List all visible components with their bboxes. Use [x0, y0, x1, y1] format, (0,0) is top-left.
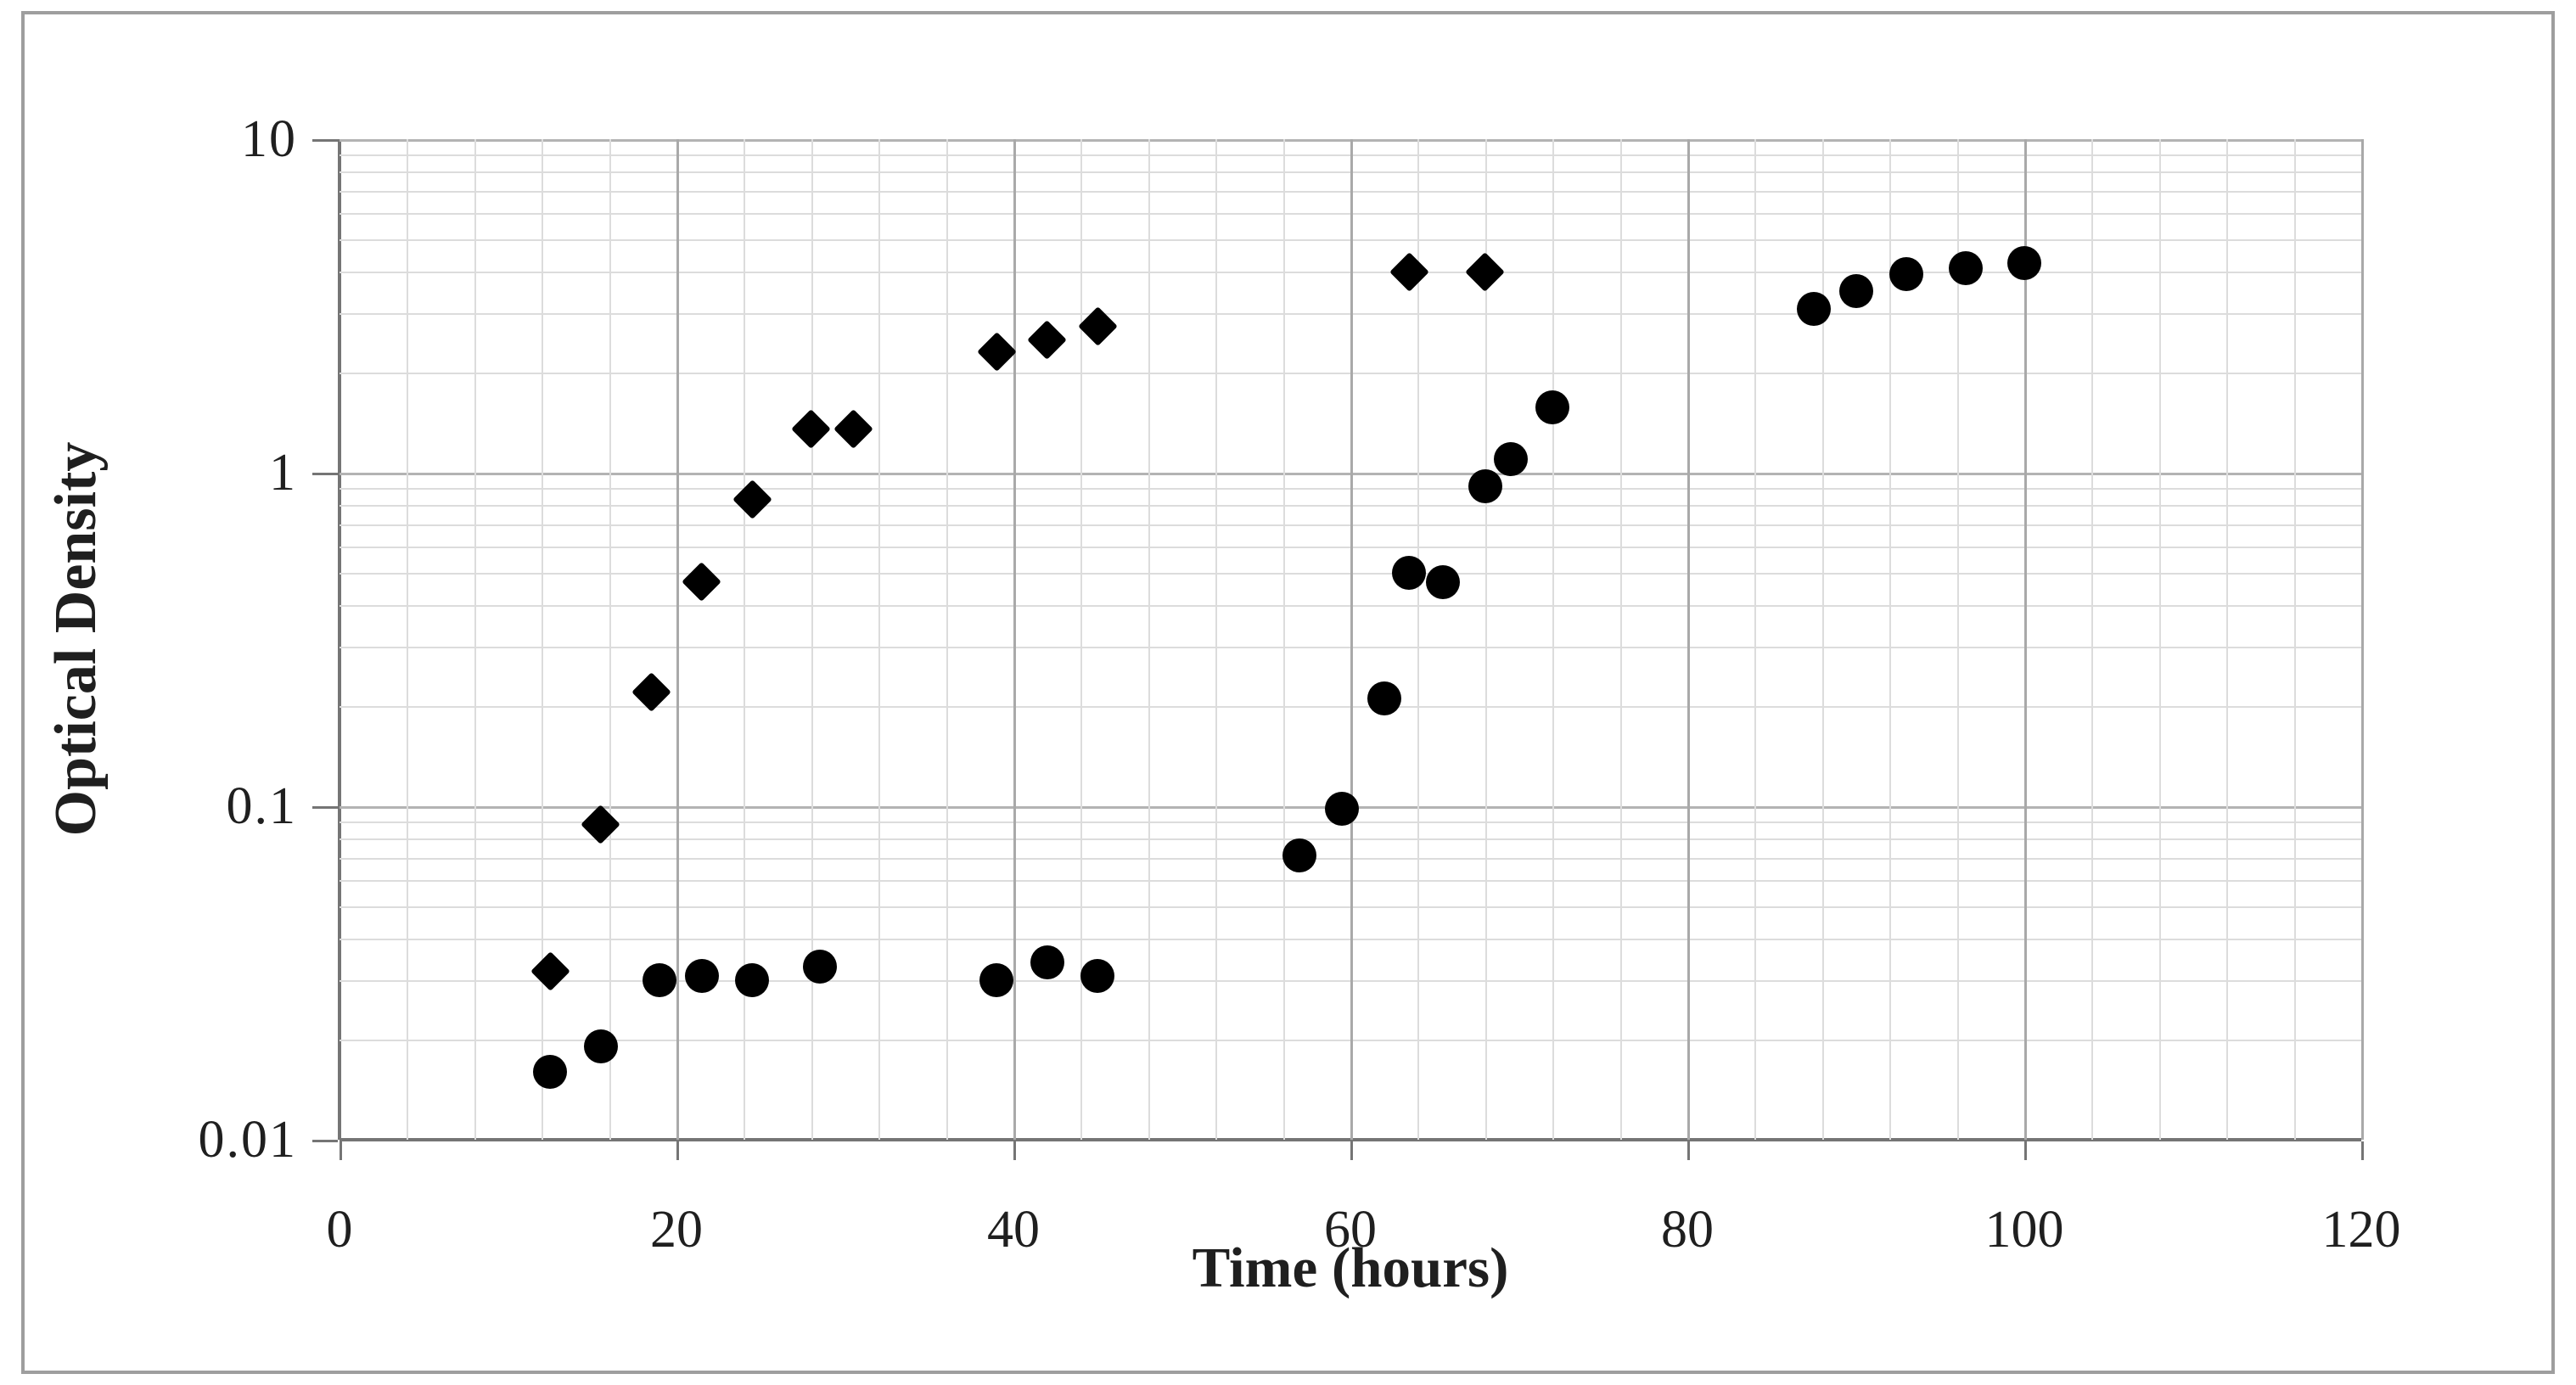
gridline-vertical-major [1687, 139, 1690, 1140]
x-tick-label: 60 [1324, 1201, 1377, 1259]
data-point-circle [583, 1029, 618, 1064]
gridline-vertical-minor [811, 139, 813, 1140]
data-point-circle [684, 958, 719, 993]
gridline-vertical-minor [1889, 139, 1892, 1140]
x-axis-tick-mark [2361, 1141, 2364, 1160]
gridline-vertical-major [2361, 139, 2364, 1140]
data-point-circle [643, 963, 677, 998]
data-point-circle [1468, 469, 1502, 504]
x-axis-tick-mark [1013, 1141, 1016, 1160]
x-tick-label: 0 [326, 1201, 353, 1259]
data-point-circle [1392, 556, 1427, 591]
data-point-circle [1838, 274, 1873, 309]
x-axis-tick-mark [1687, 1141, 1690, 1160]
data-point-circle [1426, 564, 1461, 599]
gridline-vertical-minor [1821, 139, 1824, 1140]
data-point-diamond [1389, 252, 1429, 292]
data-point-circle [1282, 838, 1317, 873]
data-point-circle [1889, 256, 1924, 291]
y-axis-spine [338, 139, 341, 1140]
gridline-vertical-minor [2293, 139, 2296, 1140]
x-tick-label: 100 [1984, 1201, 2064, 1259]
data-point-circle [1796, 291, 1831, 326]
x-tick-label: 120 [2321, 1201, 2401, 1259]
y-axis-title: Optical Density [43, 441, 109, 837]
y-tick-label: 10 [241, 110, 297, 168]
x-tick-label: 40 [987, 1201, 1040, 1259]
y-axis-tick-mark [312, 473, 338, 475]
x-axis-spine [340, 1138, 2361, 1141]
data-point-circle [1325, 792, 1360, 827]
data-point-diamond [1465, 252, 1506, 292]
gridline-vertical-minor [1552, 139, 1555, 1140]
data-point-circle [1080, 958, 1115, 993]
data-point-diamond [1077, 306, 1118, 346]
gridline-vertical-minor [1417, 139, 1420, 1140]
gridline-vertical-minor [1282, 139, 1285, 1140]
gridline-vertical-minor [542, 139, 544, 1140]
gridline-vertical-minor [2091, 139, 2094, 1140]
gridline-vertical-minor [2158, 139, 2161, 1140]
data-point-diamond [1027, 320, 1068, 360]
gridline-vertical-minor [1080, 139, 1083, 1140]
data-point-diamond [530, 951, 570, 991]
x-axis-tick-mark [1350, 1141, 1353, 1160]
x-tick-label: 20 [650, 1201, 703, 1259]
data-point-circle [1948, 251, 1983, 286]
gridline-vertical-major [2024, 139, 2027, 1140]
y-tick-label: 1 [269, 444, 297, 502]
gridline-vertical-major [1013, 139, 1016, 1140]
data-point-circle [1367, 681, 1401, 716]
gridline-vertical-minor [474, 139, 476, 1140]
data-point-circle [979, 963, 1014, 998]
x-axis-tick-mark [676, 1141, 679, 1160]
gridline-vertical-minor [2226, 139, 2229, 1140]
gridline-vertical-minor [1148, 139, 1150, 1140]
data-point-circle [802, 950, 837, 984]
data-point-diamond [682, 562, 722, 603]
data-point-diamond [976, 332, 1017, 373]
gridline-vertical-minor [1956, 139, 1959, 1140]
x-axis-tick-mark [340, 1141, 342, 1160]
gridline-vertical-minor [609, 139, 611, 1140]
y-axis-tick-mark [312, 806, 338, 809]
gridline-vertical-minor [1484, 139, 1487, 1140]
y-axis-tick-mark [312, 139, 338, 142]
y-tick-label: 0.1 [226, 777, 297, 835]
data-point-diamond [791, 409, 832, 450]
gridline-vertical-minor [407, 139, 409, 1140]
data-point-circle [735, 963, 770, 998]
gridline-vertical-major [676, 139, 679, 1140]
data-point-circle [1030, 945, 1064, 980]
gridline-vertical-minor [1619, 139, 1622, 1140]
gridline-vertical-minor [946, 139, 948, 1140]
data-point-diamond [833, 409, 873, 450]
y-tick-label: 0.01 [198, 1111, 297, 1169]
y-axis-tick-mark [312, 1140, 338, 1142]
data-point-circle [1493, 441, 1528, 476]
gridline-vertical-major [1350, 139, 1353, 1140]
gridline-vertical-minor [1754, 139, 1757, 1140]
plot-area [338, 139, 2364, 1141]
gridline-vertical-minor [1215, 139, 1218, 1140]
data-point-diamond [732, 479, 772, 520]
data-point-circle [533, 1054, 568, 1089]
gridline-vertical-minor [878, 139, 881, 1140]
data-point-circle [2007, 246, 2041, 281]
gridline-vertical-minor [744, 139, 746, 1140]
x-tick-label: 80 [1661, 1201, 1714, 1259]
x-axis-tick-mark [2024, 1141, 2027, 1160]
data-point-circle [1535, 390, 1570, 424]
figure-frame [21, 11, 2555, 1374]
x-axis-title: Time (hours) [1192, 1236, 1509, 1299]
